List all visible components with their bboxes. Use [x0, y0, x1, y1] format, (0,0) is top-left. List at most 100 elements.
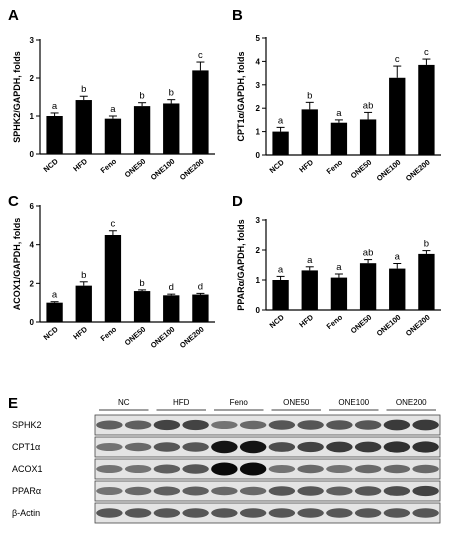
blot-group-label: ONE100 — [338, 398, 369, 407]
significance-label: ab — [363, 248, 374, 259]
y-axis-label: PPARα/GAPDH, folds — [236, 219, 246, 310]
blot-band — [383, 441, 411, 453]
blot-band — [354, 486, 382, 496]
category-label: NCD — [42, 324, 61, 342]
chart-panel-a: A SPHK2/GAPDH, folds 0 1 2 3 a NCD b HFD a Feno b ONE… — [8, 7, 215, 182]
significance-label: b — [139, 91, 144, 102]
bar — [389, 268, 406, 310]
panel-letter-b: B — [232, 7, 243, 24]
bar — [418, 253, 435, 310]
category-label: HFD — [297, 157, 315, 174]
blot-band — [297, 420, 324, 430]
category-label: HFD — [297, 312, 315, 329]
category-label: ONE200 — [404, 158, 432, 183]
category-label: ONE200 — [178, 325, 206, 350]
blot-band — [153, 442, 181, 452]
significance-label: b — [307, 90, 312, 101]
blot-band — [239, 508, 267, 518]
significance-label: a — [395, 252, 401, 263]
blot-row-label: CPT1α — [12, 442, 40, 452]
category-label: NCD — [42, 156, 61, 174]
bar — [46, 116, 63, 154]
significance-label: a — [336, 262, 342, 273]
y-tick-label: 4 — [30, 241, 35, 250]
significance-label: c — [424, 47, 429, 58]
bar — [301, 109, 318, 155]
bar — [75, 285, 92, 322]
blot-band — [354, 420, 382, 430]
y-tick-label: 0 — [256, 151, 261, 160]
blot-band — [124, 486, 152, 496]
y-tick-label: 1 — [30, 112, 35, 121]
bar — [133, 291, 151, 322]
panel-letter-e: E — [8, 395, 18, 412]
y-tick-label: 2 — [30, 279, 35, 288]
blot-band — [326, 441, 353, 453]
significance-label: b — [424, 239, 429, 250]
bar — [46, 302, 63, 322]
significance-label: a — [307, 255, 313, 266]
blot-band — [268, 464, 296, 474]
significance-label: b — [139, 278, 144, 289]
panel-letter-d: D — [232, 193, 243, 210]
blot-band — [182, 442, 209, 452]
blot-band — [383, 419, 411, 431]
blot-band — [182, 419, 209, 431]
bar — [104, 235, 122, 322]
panel-letter-c: C — [8, 193, 19, 210]
category-label: NCD — [268, 157, 287, 175]
significance-label: a — [278, 115, 284, 126]
significance-label: c — [111, 219, 116, 230]
category-label: ONE200 — [404, 313, 432, 338]
blot-band — [354, 441, 382, 453]
blot-band — [239, 440, 267, 454]
y-tick-label: 6 — [30, 202, 35, 211]
blot-band — [383, 486, 411, 496]
blot-band — [124, 420, 152, 430]
blot-band — [297, 508, 324, 518]
blot-band — [96, 486, 123, 496]
bar — [330, 122, 348, 155]
blot-band — [297, 464, 324, 474]
blot-band — [182, 464, 209, 474]
blot-band — [412, 441, 439, 453]
blot-band — [239, 486, 267, 496]
blot-group-label: NC — [118, 398, 130, 407]
bar — [75, 100, 92, 154]
significance-label: c — [395, 54, 400, 65]
blot-band — [153, 508, 181, 518]
significance-label: d — [169, 282, 174, 293]
significance-label: b — [169, 88, 174, 99]
blot-group-label: Feno — [230, 398, 249, 407]
blot-band — [96, 508, 123, 518]
bar — [330, 277, 348, 310]
y-tick-label: 1 — [256, 276, 261, 285]
category-label: Feno — [325, 312, 345, 331]
category-label: ONE50 — [349, 313, 374, 336]
blot-band — [153, 419, 181, 431]
category-label: Feno — [99, 156, 119, 175]
blot-strip — [94, 502, 441, 524]
blot-band — [96, 464, 123, 474]
bar — [163, 103, 180, 154]
blot-group-label: HFD — [173, 398, 190, 407]
blot-band — [153, 464, 181, 474]
blot-panel-e: E NC HFD Feno ONE50 ONE100 ONE200 SPHK2 CPT1α ACO… — [8, 395, 441, 524]
y-tick-label: 3 — [30, 36, 35, 45]
blot-band — [211, 420, 238, 430]
blot-row-label: SPHK2 — [12, 420, 42, 430]
category-label: ONE50 — [123, 325, 148, 348]
blot-band — [211, 486, 238, 496]
y-axis-label: ACOX1/GAPDH, folds — [12, 218, 22, 311]
category-label: ONE100 — [149, 157, 177, 182]
blot-band — [383, 464, 411, 474]
blot-band — [412, 508, 439, 518]
y-tick-label: 4 — [256, 57, 261, 66]
significance-label: a — [52, 290, 58, 301]
bar — [359, 263, 377, 310]
blot-strip — [94, 414, 441, 436]
category-label: ONE100 — [149, 325, 177, 350]
bar — [133, 106, 151, 154]
category-label: ONE100 — [375, 313, 403, 338]
